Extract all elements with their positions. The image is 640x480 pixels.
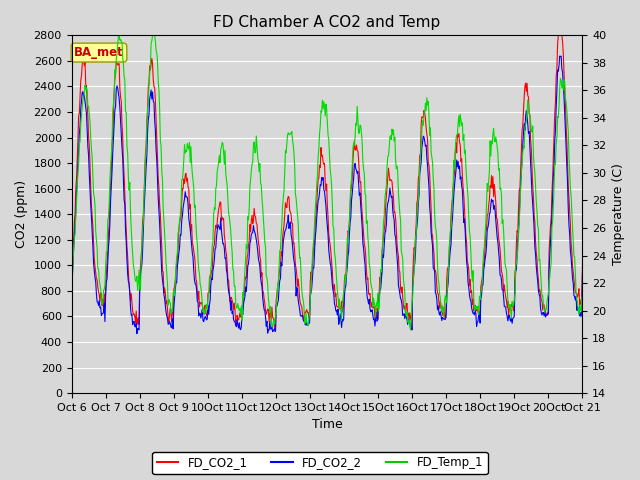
FD_CO2_2 bbox=[129, 319, 137, 325]
FD_Temp_1 bbox=[77, 121, 84, 127]
FD_CO2_2 bbox=[133, 331, 141, 336]
FD_CO2_1 bbox=[181, 172, 189, 178]
Title: FD Chamber A CO2 and Temp: FD Chamber A CO2 and Temp bbox=[213, 15, 440, 30]
FD_CO2_2 bbox=[68, 282, 76, 288]
Y-axis label: CO2 (ppm): CO2 (ppm) bbox=[15, 180, 28, 248]
Y-axis label: Temperature (C): Temperature (C) bbox=[612, 163, 625, 265]
FD_CO2_2 bbox=[390, 214, 397, 219]
Legend: FD_CO2_1, FD_CO2_2, FD_Temp_1: FD_CO2_1, FD_CO2_2, FD_Temp_1 bbox=[152, 452, 488, 474]
FD_Temp_1 bbox=[579, 293, 586, 299]
FD_CO2_2 bbox=[209, 267, 217, 273]
FD_CO2_1 bbox=[404, 310, 412, 316]
FD_CO2_1 bbox=[579, 262, 586, 268]
FD_CO2_2 bbox=[182, 194, 190, 200]
Line: FD_Temp_1: FD_Temp_1 bbox=[72, 36, 582, 330]
FD_CO2_2 bbox=[556, 53, 564, 59]
FD_CO2_1 bbox=[129, 312, 137, 318]
Line: FD_CO2_2: FD_CO2_2 bbox=[72, 56, 582, 334]
FD_Temp_1 bbox=[390, 127, 397, 133]
FD_CO2_1 bbox=[209, 267, 216, 273]
FD_Temp_1 bbox=[182, 147, 190, 153]
FD_CO2_1 bbox=[271, 328, 278, 334]
FD_CO2_1 bbox=[77, 77, 84, 83]
X-axis label: Time: Time bbox=[312, 419, 342, 432]
FD_Temp_1 bbox=[115, 33, 123, 38]
FD_Temp_1 bbox=[130, 266, 138, 272]
FD_CO2_2 bbox=[579, 270, 586, 276]
FD_CO2_2 bbox=[77, 106, 84, 112]
FD_CO2_2 bbox=[404, 316, 412, 322]
Text: BA_met: BA_met bbox=[74, 46, 124, 59]
FD_CO2_1 bbox=[554, 33, 562, 38]
FD_CO2_1 bbox=[68, 263, 76, 268]
FD_Temp_1 bbox=[404, 320, 412, 325]
FD_Temp_1 bbox=[209, 239, 217, 244]
Line: FD_CO2_1: FD_CO2_1 bbox=[72, 36, 582, 331]
FD_Temp_1 bbox=[406, 327, 414, 333]
FD_CO2_1 bbox=[390, 194, 397, 200]
FD_Temp_1 bbox=[68, 274, 76, 279]
